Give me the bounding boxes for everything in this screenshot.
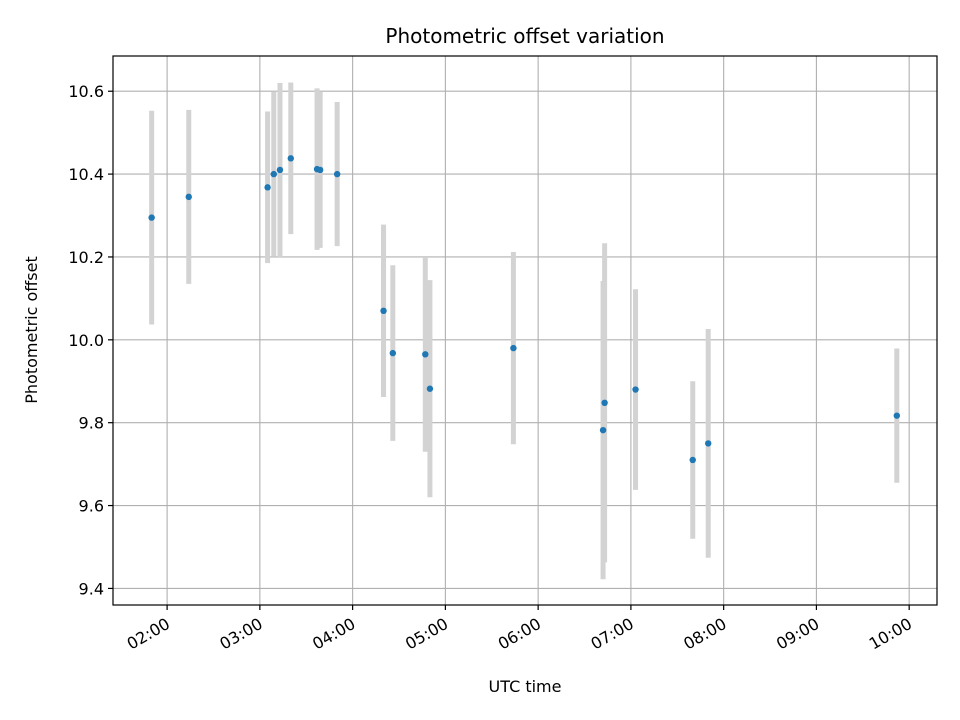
- y-tick-label: 10.2: [68, 248, 104, 267]
- data-point: [893, 412, 901, 419]
- grid: [113, 56, 937, 605]
- y-tick-label: 10.0: [68, 331, 104, 350]
- y-tick-label: 9.6: [79, 497, 104, 516]
- data-point: [599, 426, 607, 434]
- data-point: [601, 399, 608, 407]
- data-point: [632, 386, 639, 393]
- data-point: [270, 170, 277, 178]
- data-point: [264, 184, 271, 191]
- plot-frame: [112, 55, 938, 606]
- data-point: [148, 214, 155, 221]
- data-point: [276, 166, 284, 174]
- data-point: [185, 193, 192, 201]
- y-tick-label: 9.4: [79, 579, 104, 598]
- data-points: [148, 155, 901, 464]
- x-axis-label: UTC time: [489, 677, 562, 696]
- data-point: [689, 456, 696, 464]
- data-point: [422, 351, 429, 358]
- y-tick-label: 10.6: [68, 82, 104, 101]
- y-tick-label: 9.8: [79, 414, 104, 433]
- y-axis-label: Photometric offset: [22, 256, 41, 404]
- chart-title: Photometric offset variation: [385, 24, 664, 48]
- data-point: [389, 349, 397, 357]
- y-tick-label: 10.4: [68, 165, 104, 184]
- data-point: [510, 344, 517, 352]
- data-point: [380, 307, 387, 315]
- data-point: [316, 166, 324, 174]
- data-point: [287, 155, 294, 162]
- y-axis-ticks: 9.4 9.6 9.8 10.0 10.2 10.4 10.6: [68, 82, 113, 598]
- data-point: [333, 170, 341, 178]
- data-point: [704, 440, 712, 447]
- data-point: [426, 385, 434, 392]
